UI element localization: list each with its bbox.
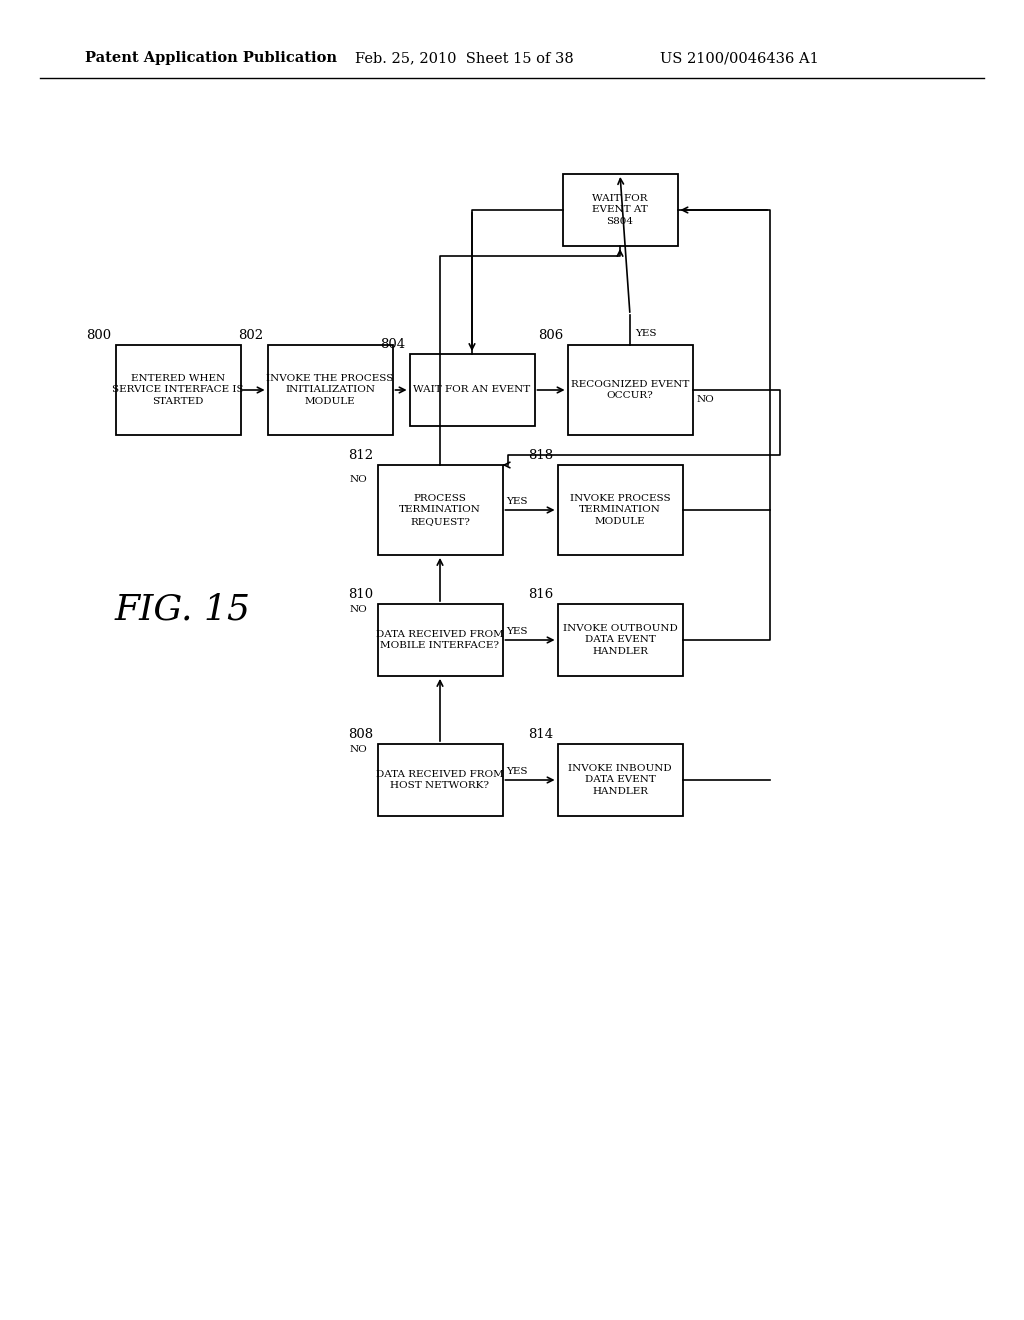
Bar (410, 354, 535, 426)
Text: 802: 802 (239, 329, 263, 342)
Text: DATA RECEIVED FROM
MOBILE INTERFACE?: DATA RECEIVED FROM MOBILE INTERFACE? (376, 630, 504, 651)
Text: FIG. 15: FIG. 15 (115, 593, 251, 627)
Text: RECOGNIZED EVENT
OCCUR?: RECOGNIZED EVENT OCCUR? (570, 380, 689, 400)
Text: WAIT FOR
EVENT AT
S804: WAIT FOR EVENT AT S804 (592, 194, 648, 226)
Text: 812: 812 (348, 449, 374, 462)
Text: NO: NO (349, 606, 368, 615)
Bar (116, 345, 241, 436)
Text: INVOKE PROCESS
TERMINATION
MODULE: INVOKE PROCESS TERMINATION MODULE (569, 494, 671, 525)
Text: NO: NO (349, 746, 368, 755)
Text: 810: 810 (348, 587, 374, 601)
Text: US 2100/0046436 A1: US 2100/0046436 A1 (660, 51, 819, 65)
Text: 804: 804 (380, 338, 406, 351)
Text: NO: NO (696, 396, 715, 404)
Text: 818: 818 (528, 449, 554, 462)
Bar (567, 345, 692, 436)
Text: YES: YES (507, 498, 528, 507)
Text: INVOKE INBOUND
DATA EVENT
HANDLER: INVOKE INBOUND DATA EVENT HANDLER (568, 764, 672, 796)
Text: YES: YES (507, 627, 528, 636)
Text: YES: YES (635, 329, 656, 338)
Bar (378, 465, 503, 554)
Text: DATA RECEIVED FROM
HOST NETWORK?: DATA RECEIVED FROM HOST NETWORK? (376, 770, 504, 791)
Text: YES: YES (507, 767, 528, 776)
Bar (378, 744, 503, 816)
Text: 808: 808 (348, 729, 374, 741)
Bar (557, 465, 683, 554)
Text: ENTERED WHEN
SERVICE INTERFACE IS
STARTED: ENTERED WHEN SERVICE INTERFACE IS STARTE… (113, 374, 244, 407)
Bar (557, 744, 683, 816)
Text: Feb. 25, 2010  Sheet 15 of 38: Feb. 25, 2010 Sheet 15 of 38 (355, 51, 573, 65)
Text: PROCESS
TERMINATION
REQUEST?: PROCESS TERMINATION REQUEST? (399, 494, 481, 525)
Text: INVOKE THE PROCESS
INITIALIZATION
MODULE: INVOKE THE PROCESS INITIALIZATION MODULE (266, 374, 393, 407)
Text: 800: 800 (86, 329, 112, 342)
Text: NO: NO (349, 475, 368, 484)
Text: 816: 816 (528, 587, 554, 601)
Text: 806: 806 (539, 329, 563, 342)
Text: INVOKE OUTBOUND
DATA EVENT
HANDLER: INVOKE OUTBOUND DATA EVENT HANDLER (562, 624, 677, 656)
Bar (562, 174, 678, 246)
Bar (378, 605, 503, 676)
Text: Patent Application Publication: Patent Application Publication (85, 51, 337, 65)
Text: 814: 814 (528, 729, 554, 741)
Bar (557, 605, 683, 676)
Text: WAIT FOR AN EVENT: WAIT FOR AN EVENT (414, 385, 530, 395)
Bar (267, 345, 392, 436)
